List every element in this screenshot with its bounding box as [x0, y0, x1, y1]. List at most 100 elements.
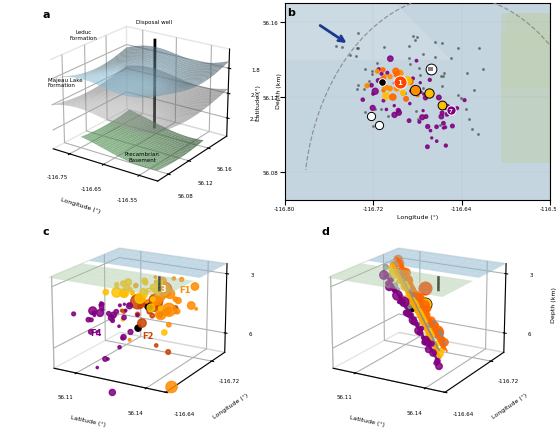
Point [360, 66, 369, 73]
Point [371, 89, 380, 95]
Point [354, 46, 363, 53]
Point [460, 98, 469, 105]
Point [360, 109, 369, 116]
Point [405, 101, 414, 108]
Text: Disposal well: Disposal well [136, 20, 172, 24]
Point [434, 95, 443, 102]
Point [385, 86, 394, 93]
Point [414, 65, 423, 72]
Bar [500, 14, 550, 163]
Point [473, 131, 482, 138]
Point [413, 93, 422, 100]
Point [367, 82, 376, 89]
Point [457, 95, 466, 102]
Point [409, 76, 418, 83]
Point [365, 78, 374, 85]
Point [393, 77, 401, 84]
Point [401, 96, 410, 103]
Point [443, 112, 451, 118]
Point [411, 87, 420, 94]
Point [381, 73, 390, 80]
Y-axis label: Latitude (°): Latitude (°) [256, 85, 261, 120]
Text: Majeau Lake
Formation: Majeau Lake Formation [48, 78, 82, 88]
Point [468, 127, 477, 134]
Point [366, 113, 375, 120]
Point [395, 85, 404, 92]
Point [368, 105, 377, 112]
Point [465, 116, 474, 123]
Point [461, 107, 470, 114]
Point [405, 43, 414, 50]
Point [409, 86, 418, 93]
Point [374, 67, 383, 74]
Point [439, 121, 448, 128]
Point [379, 44, 388, 51]
Point [363, 83, 371, 90]
Point [439, 125, 448, 132]
Point [379, 77, 388, 84]
Point [418, 115, 426, 122]
Point [332, 43, 341, 50]
Point [400, 90, 409, 97]
Point [363, 84, 371, 91]
Text: a: a [42, 10, 49, 20]
Point [393, 72, 401, 79]
Bar [500, 33, 550, 89]
Point [432, 124, 441, 131]
Point [419, 108, 428, 115]
Point [382, 107, 391, 114]
Point [360, 86, 369, 93]
Point [424, 91, 433, 98]
Text: 7: 7 [449, 108, 453, 113]
Point [406, 79, 415, 86]
Point [354, 30, 363, 37]
Point [448, 123, 457, 130]
Point [386, 56, 395, 63]
Y-axis label: Longitude (°): Longitude (°) [492, 392, 528, 419]
Point [354, 82, 363, 89]
Bar [506, 14, 550, 51]
Point [379, 98, 388, 105]
Point [390, 80, 399, 87]
Point [440, 105, 449, 112]
Text: Leduc
Formation: Leduc Formation [70, 30, 97, 41]
Point [428, 135, 436, 142]
Point [353, 86, 361, 93]
X-axis label: Longitude (°): Longitude (°) [60, 197, 101, 214]
Point [368, 71, 376, 78]
Point [426, 128, 435, 135]
Point [474, 45, 483, 52]
Point [329, 31, 338, 38]
Point [405, 55, 414, 62]
Point [409, 33, 418, 40]
Point [431, 54, 440, 61]
Point [370, 106, 379, 113]
Point [469, 88, 478, 95]
Text: c: c [42, 226, 49, 236]
Point [453, 105, 461, 112]
Point [372, 60, 381, 67]
Point [419, 92, 428, 99]
Point [425, 77, 434, 84]
Text: 1: 1 [398, 80, 402, 86]
Point [394, 72, 403, 79]
Point [374, 122, 383, 129]
Point [411, 109, 420, 116]
Point [426, 66, 435, 73]
Point [399, 78, 408, 85]
Point [390, 112, 399, 119]
Point [378, 79, 386, 86]
Point [390, 103, 399, 110]
Point [383, 113, 392, 120]
Y-axis label: Longitude (°): Longitude (°) [212, 392, 249, 419]
Text: b: b [287, 8, 295, 18]
Point [394, 81, 403, 88]
Point [418, 85, 427, 92]
Point [394, 108, 403, 115]
Point [423, 144, 432, 151]
Point [431, 39, 440, 46]
Point [463, 70, 472, 77]
Point [381, 85, 390, 92]
Point [443, 104, 451, 111]
Point [421, 114, 430, 121]
